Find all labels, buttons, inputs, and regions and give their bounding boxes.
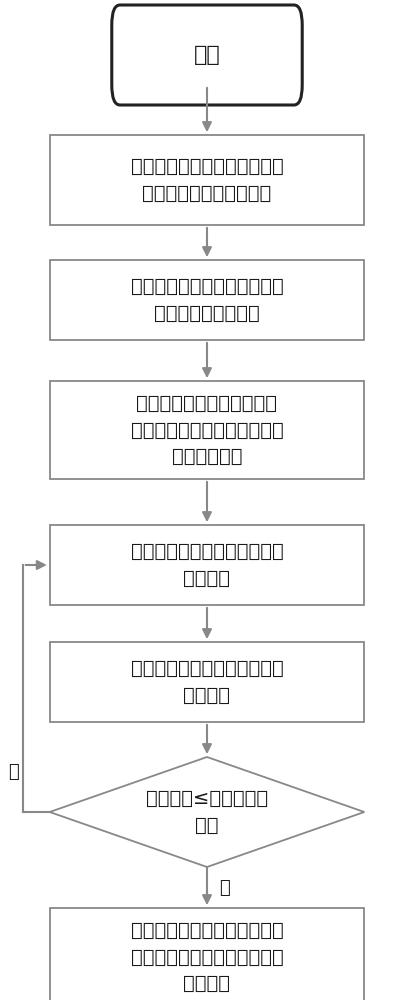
Polygon shape: [50, 757, 363, 867]
FancyBboxPatch shape: [112, 5, 301, 105]
Text: 否: 否: [219, 879, 230, 896]
Text: 输出全局最优量子位置及其对
应的最优分离矩阵，进而求得
分离信号: 输出全局最优量子位置及其对 应的最优分离矩阵，进而求得 分离信号: [131, 921, 282, 993]
Text: 是: 是: [8, 763, 19, 781]
Bar: [50, 525, 363, 605]
Text: 更新全局最优量子位置和最差
量子位置: 更新全局最优量子位置和最差 量子位置: [131, 659, 282, 705]
Bar: [50, 642, 363, 722]
Text: 对滤波后的观测信号进行预处
理，并构建目标函数: 对滤波后的观测信号进行预处 理，并构建目标函数: [131, 277, 282, 323]
Text: 构造和计算量子黏霓菌适应
度，确定全局最优量子位置和
最差量子位置: 构造和计算量子黏霓菌适应 度，确定全局最优量子位置和 最差量子位置: [131, 394, 282, 466]
Text: 更新种群中每个量子黏霓菌的
量子位置: 更新种群中每个量子黏霓菌的 量子位置: [131, 542, 282, 588]
Text: 迭代次数≤最大迭代次
数？: 迭代次数≤最大迭代次 数？: [146, 789, 267, 835]
Bar: [50, 381, 363, 479]
Bar: [50, 260, 363, 340]
Bar: [50, 908, 363, 1000]
Text: 接收到观测信号，并构建滤波
系统对观测信号进行滤波: 接收到观测信号，并构建滤波 系统对观测信号进行滤波: [131, 157, 282, 203]
Bar: [50, 135, 363, 225]
Text: 开始: 开始: [193, 45, 220, 65]
